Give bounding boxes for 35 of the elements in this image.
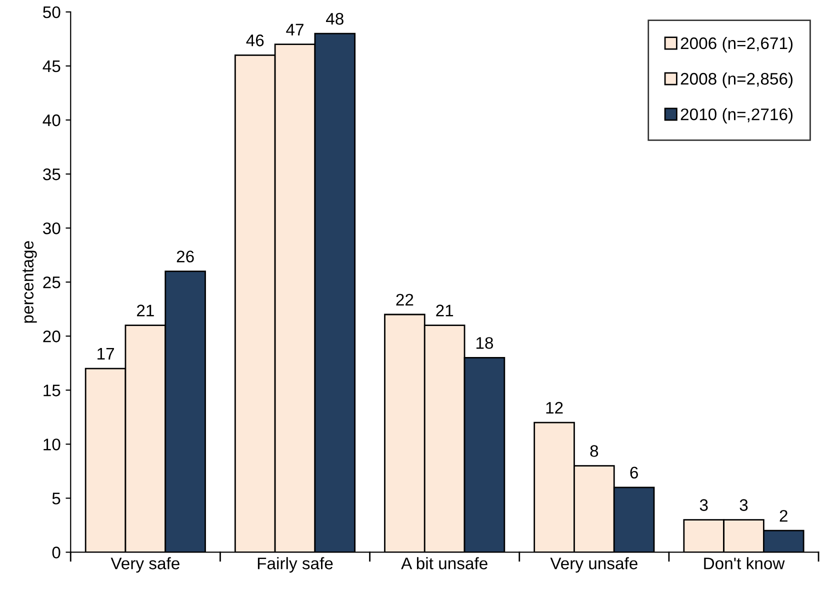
data-label: 47 bbox=[286, 24, 304, 36]
data-label: 2 bbox=[780, 510, 788, 522]
y-tick-label: 40 bbox=[42, 114, 60, 126]
x-tick-label: A bit unsafe bbox=[401, 557, 488, 570]
x-tick-label: Very unsafe bbox=[550, 557, 638, 573]
x-tick-label: Don't know bbox=[704, 557, 785, 570]
data-label: 8 bbox=[590, 445, 598, 457]
y-tick-label: 15 bbox=[44, 384, 60, 396]
data-label: 3 bbox=[700, 499, 708, 511]
y-tick-label: 25 bbox=[43, 276, 60, 288]
y-tick-label: 5 bbox=[52, 492, 60, 504]
data-label: 17 bbox=[98, 348, 114, 360]
y-tick-label: 50 bbox=[43, 6, 60, 18]
data-label: 3 bbox=[740, 499, 748, 511]
data-label: 48 bbox=[326, 12, 344, 25]
y-tick-label: 0 bbox=[52, 546, 60, 558]
y-axis-title: percentage bbox=[22, 241, 37, 323]
legend-label: 2008 (n=2,856) bbox=[680, 72, 793, 88]
x-tick-label: Very safe bbox=[110, 557, 180, 573]
y-tick-label: 20 bbox=[43, 330, 60, 342]
data-label: 6 bbox=[630, 466, 638, 479]
data-label: 46 bbox=[246, 34, 264, 46]
data-label: 21 bbox=[436, 304, 454, 316]
y-tick-label: 10 bbox=[44, 438, 60, 450]
data-label: 12 bbox=[546, 402, 563, 414]
x-tick-label: Fairly safe bbox=[258, 557, 333, 573]
data-label: 26 bbox=[176, 250, 194, 262]
data-label: 21 bbox=[136, 304, 154, 316]
y-tick-label: 30 bbox=[43, 222, 60, 234]
data-label: 18 bbox=[476, 337, 494, 349]
legend-label: 2006 (n=2,671) bbox=[680, 36, 793, 52]
y-tick-label: 45 bbox=[42, 60, 60, 72]
data-label: 22 bbox=[396, 294, 414, 306]
y-tick-label: 35 bbox=[43, 168, 60, 180]
legend-label: 2010 (n=,2716) bbox=[680, 108, 793, 124]
